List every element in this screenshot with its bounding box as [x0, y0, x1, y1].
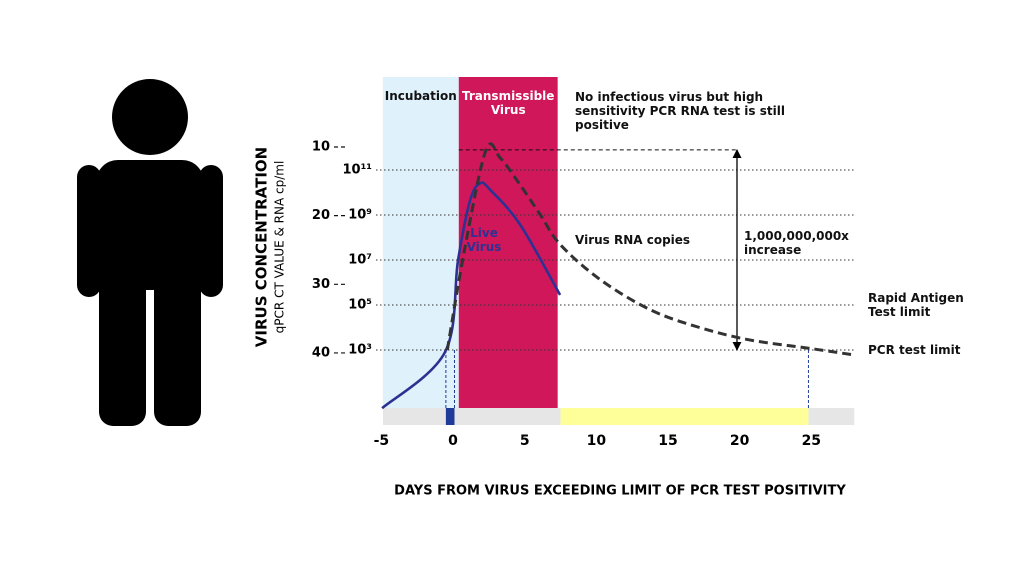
y-tick-label: 10¹¹ — [343, 163, 372, 178]
x-tick-label: 25 — [802, 433, 821, 449]
x-tick-label: 5 — [520, 433, 530, 449]
threshold-label: Rapid Antigen Test limit — [868, 291, 964, 319]
x-tick-label: 0 — [448, 433, 458, 449]
person-icon — [77, 79, 223, 426]
x-tick-label: -5 — [374, 433, 390, 449]
note: No infectious virus but high sensitivity… — [575, 90, 785, 132]
region-label: Incubation — [384, 89, 457, 103]
y-tick-label: 10³ — [348, 343, 372, 358]
x-axis-title: DAYS FROM VIRUS EXCEEDING LIMIT OF PCR T… — [394, 484, 846, 499]
series-label: Live Virus — [466, 226, 502, 254]
y-axis-subtitle: qPCR CT VALUE & RNA cp/ml — [273, 161, 287, 334]
y2-tick-label: 40 — [312, 345, 330, 360]
series-line — [445, 142, 855, 357]
y-tick-label: 10⁷ — [348, 253, 372, 268]
y2-tick-label: 20 — [312, 208, 330, 223]
y-tick-label: 10⁵ — [348, 298, 372, 313]
x-tick-label: 15 — [658, 433, 677, 449]
series-label: Virus RNA copies — [575, 233, 691, 247]
region-label: Transmissible Virus — [462, 89, 555, 117]
increase-label: 1,000,000,000x increase — [744, 229, 849, 257]
x-tick-label: 10 — [587, 433, 607, 449]
x-tick-label: 20 — [730, 433, 750, 449]
test-window — [560, 408, 809, 425]
threshold-label: PCR test limit — [868, 343, 961, 357]
y2-tick-label: 30 — [312, 277, 330, 292]
y-axis-title: VIRUS CONCENTRATION — [253, 147, 271, 347]
test-window — [445, 408, 455, 425]
series-line — [381, 181, 562, 410]
region — [458, 77, 558, 408]
y2-tick-label: 10 — [312, 139, 330, 154]
y-tick-label: 10⁹ — [348, 208, 372, 223]
region — [382, 77, 459, 408]
